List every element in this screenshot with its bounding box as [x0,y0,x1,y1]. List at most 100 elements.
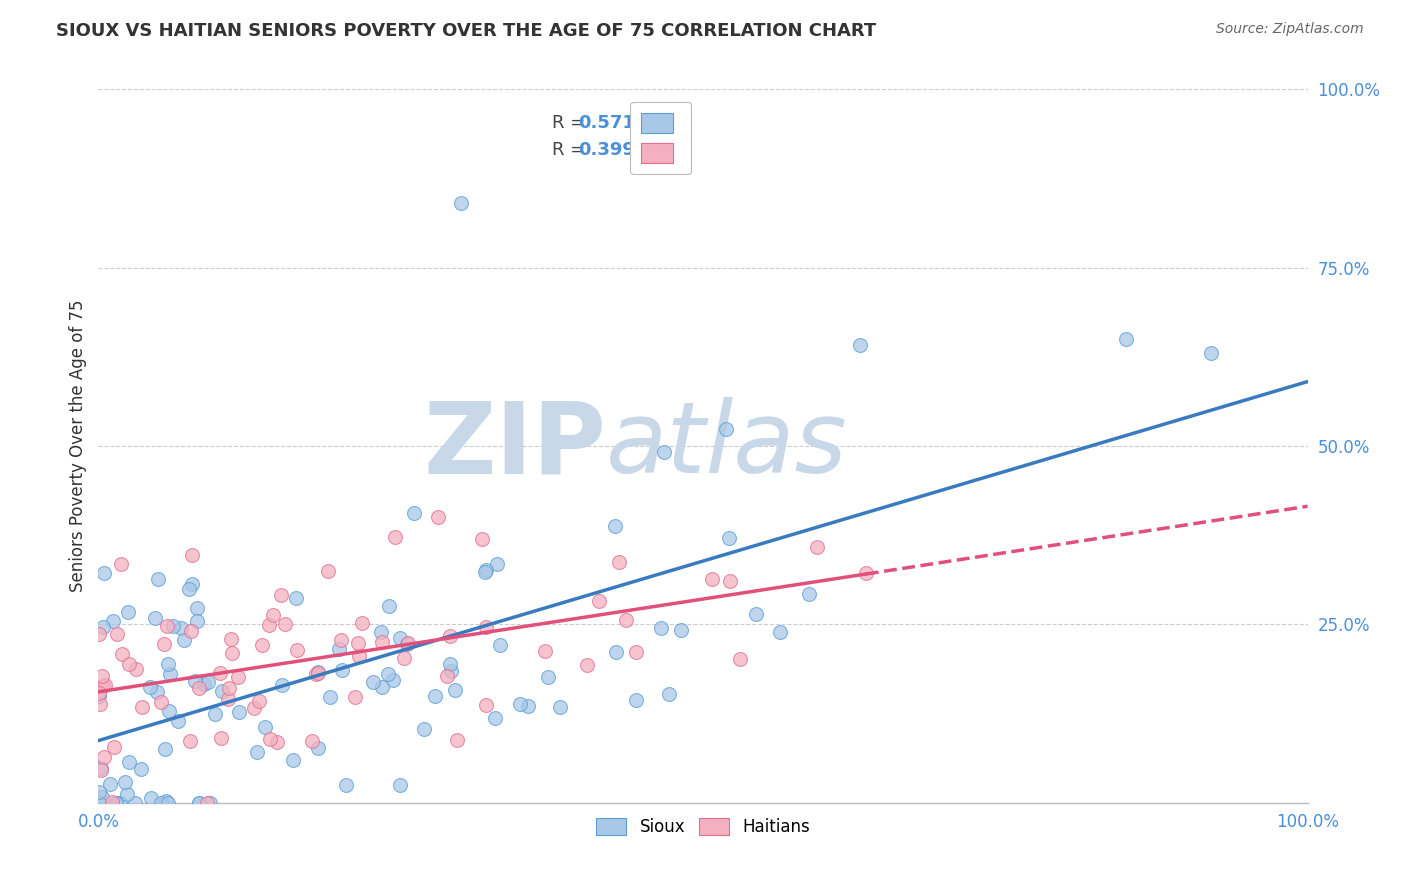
Point [118,755,141,769]
Point [195,796,218,810]
Point [402,506,425,520]
Point [471,532,494,546]
Point [370,681,392,695]
Point [378,599,401,613]
Point [575,658,598,673]
Point [250,638,273,652]
Point [396,636,419,650]
Point [93,750,115,764]
Point [139,791,162,805]
Point [193,677,215,691]
Legend: Sioux, Haitians: Sioux, Haitians [588,810,818,845]
Point [179,582,201,597]
Point [87,686,110,700]
Point [243,701,266,715]
Point [150,796,173,810]
Point [111,647,134,661]
Point [89,698,111,712]
Point [148,572,170,586]
Point [361,675,384,690]
Point [204,706,226,721]
Point [110,557,132,571]
Point [316,564,339,578]
Point [624,645,647,659]
Point [87,796,110,810]
Text: 0.571: 0.571 [578,114,636,132]
Point [486,558,509,572]
Point [118,657,141,671]
Point [266,735,288,749]
Point [855,566,877,580]
Point [104,796,127,810]
Point [382,673,405,688]
Point [484,711,506,725]
Point [181,576,204,591]
Point [179,734,201,748]
Point [188,681,211,695]
Point [450,196,472,211]
Point [186,614,208,628]
Point [156,796,179,810]
Text: N =: N = [627,114,678,132]
Point [285,642,308,657]
Point [90,763,112,777]
Point [117,605,139,619]
Point [605,644,627,658]
Point [187,796,209,810]
Point [108,796,131,810]
Point [607,555,630,569]
Text: 98: 98 [658,114,683,132]
Point [343,690,366,705]
Point [169,621,191,635]
Text: SIOUX VS HAITIAN SENIORS POVERTY OVER THE AGE OF 75 CORRELATION CHART: SIOUX VS HAITIAN SENIORS POVERTY OVER TH… [56,22,876,40]
Point [274,616,297,631]
Text: ZIP: ZIP [423,398,606,494]
Point [650,621,672,635]
Point [474,565,496,579]
Point [197,675,219,690]
Point [257,618,280,632]
Point [283,752,305,766]
Point [101,795,124,809]
Point [806,540,828,554]
Point [718,574,741,589]
Text: Source: ZipAtlas.com: Source: ZipAtlas.com [1216,22,1364,37]
Point [347,648,370,663]
Text: R =: R = [551,141,591,159]
Point [114,775,136,789]
Point [1115,332,1137,346]
Point [211,684,233,698]
Point [371,635,394,649]
Point [768,624,790,639]
Text: 0.399: 0.399 [578,141,636,159]
Point [259,731,281,746]
Point [228,705,250,719]
Point [714,421,737,435]
Point [377,666,399,681]
Point [167,714,190,728]
Point [730,651,752,665]
Point [157,704,180,718]
Point [439,657,461,672]
Point [254,720,277,734]
Point [307,666,329,681]
Point [652,444,675,458]
Point [384,530,406,544]
Point [588,594,610,608]
Point [307,741,329,756]
Point [184,674,207,689]
Point [155,794,177,808]
Point [330,633,353,648]
Point [624,693,647,707]
Point [103,615,125,629]
Point [614,613,637,627]
Point [475,563,498,577]
Point [392,650,415,665]
Y-axis label: Seniors Poverty Over the Age of 75: Seniors Poverty Over the Age of 75 [69,300,87,592]
Point [91,668,114,682]
Point [100,777,122,791]
Point [304,666,326,681]
Text: R =: R = [551,114,591,132]
Point [219,632,242,647]
Point [150,695,173,709]
